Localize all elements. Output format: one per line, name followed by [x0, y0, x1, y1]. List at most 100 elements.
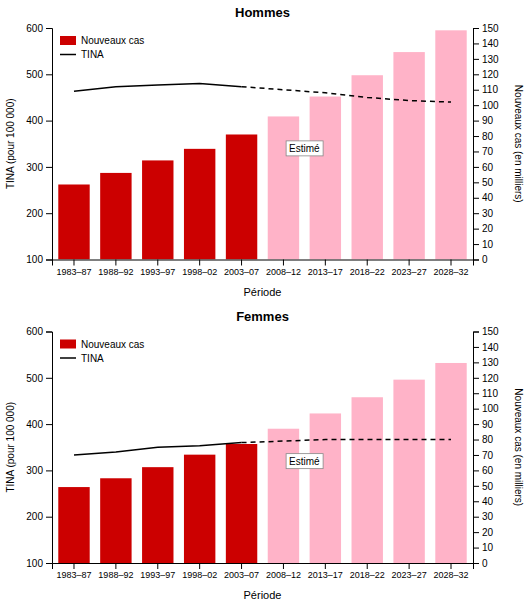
tick-mark: [473, 548, 479, 549]
tick-label: 40: [482, 192, 494, 203]
bar: [226, 134, 257, 259]
tick: 300: [26, 162, 52, 173]
tick: 150: [473, 326, 499, 337]
tick-label: 100: [26, 558, 43, 569]
annotation: Estimé: [286, 141, 323, 156]
tick-label: 500: [26, 373, 43, 384]
tick-label: 2003–07: [224, 267, 259, 277]
tick-mark: [473, 59, 479, 60]
tick: 2023–27: [392, 260, 427, 277]
tick: 40: [473, 192, 494, 203]
tick: 120: [473, 373, 499, 384]
tick-label: 1983–87: [56, 267, 91, 277]
tick-mark: [46, 167, 52, 168]
tick: 50: [473, 177, 494, 188]
tick-mark: [473, 393, 479, 394]
tick-label: 130: [482, 54, 499, 65]
tick-mark: [473, 470, 479, 471]
tick-mark: [46, 213, 52, 214]
x-axis-label: Période: [244, 589, 282, 601]
tick: 30: [473, 208, 494, 219]
tick-mark: [473, 182, 479, 183]
tick-mark: [473, 486, 479, 487]
axis-line: [46, 29, 53, 261]
tick-mark: [473, 409, 479, 410]
tick-label: 1993–97: [140, 267, 175, 277]
tick: 140: [473, 38, 499, 49]
tick-mark: [409, 260, 410, 266]
bar: [310, 97, 341, 260]
tick-label: 2008–12: [266, 267, 301, 277]
tick: 20: [473, 223, 494, 234]
legend-label: Nouveaux cas: [81, 35, 144, 46]
line: [74, 443, 242, 455]
bar: [435, 363, 466, 563]
annotation: Estimé: [286, 454, 323, 469]
bar: [100, 173, 131, 260]
tick-label: 300: [26, 465, 43, 476]
line: [74, 84, 242, 92]
tick-mark: [473, 563, 479, 564]
tick-mark: [473, 136, 479, 137]
tick: 10: [473, 239, 494, 250]
tick: 90: [473, 419, 494, 430]
tick-mark: [283, 563, 284, 569]
tick-label: 80: [482, 131, 494, 142]
tick-label: 50: [482, 177, 494, 188]
tick-label: 1998–02: [182, 267, 217, 277]
x-axis-label: Période: [244, 286, 282, 298]
tick-mark: [241, 260, 242, 266]
tick-mark: [473, 43, 479, 44]
tick-label: 110: [482, 388, 498, 399]
plot: 1983–871988–921993–971998–022003–072008–…: [5, 23, 524, 298]
tick-label: 10: [482, 239, 494, 250]
tick: 2003–07: [224, 563, 259, 580]
legend-swatch: [60, 357, 76, 359]
tick: 70: [473, 450, 494, 461]
y2-axis: 0102030405060708090100110120130140150: [473, 326, 499, 569]
bar: [58, 184, 89, 259]
tick: 2028–32: [433, 260, 468, 277]
tick: 2003–07: [224, 260, 259, 277]
tick: 80: [473, 131, 494, 142]
tick-mark: [157, 260, 158, 266]
line-estimated: [242, 440, 451, 443]
tick-label: 30: [482, 511, 494, 522]
tick-mark: [451, 260, 452, 266]
y2-axis: 0102030405060708090100110120130140150: [473, 23, 499, 266]
tick: 1993–97: [140, 563, 175, 580]
tick-label: 2018–22: [350, 267, 385, 277]
bar: [310, 413, 341, 563]
axis-line: [53, 260, 474, 266]
tick-label: 400: [26, 419, 43, 430]
tick-label: 50: [482, 481, 494, 492]
tick: 30: [473, 511, 494, 522]
tick: 500: [26, 373, 52, 384]
bar: [226, 444, 257, 563]
bar: [100, 478, 131, 563]
tick-mark: [367, 260, 368, 266]
tick-label: 150: [482, 326, 499, 337]
tick-label: 130: [482, 357, 499, 368]
tick: 40: [473, 496, 494, 507]
tick: 2023–27: [392, 563, 427, 580]
tick: 1983–87: [56, 260, 91, 277]
legend-swatch: [60, 36, 76, 45]
tick: 200: [26, 208, 52, 219]
tick-mark: [46, 470, 52, 471]
tick: 70: [473, 146, 494, 157]
bar: [268, 429, 299, 563]
tick-mark: [473, 167, 479, 168]
tick-label: 2008–12: [266, 570, 301, 580]
legend-label: TINA: [81, 49, 104, 60]
tick-mark: [473, 501, 479, 502]
tick-label: 200: [26, 511, 43, 522]
tick-label: 120: [482, 69, 499, 80]
tick-label: 1993–97: [140, 570, 175, 580]
chart: 1983–871988–921993–971998–022003–072008–…: [0, 0, 525, 607]
tick-label: 20: [482, 223, 494, 234]
tick-label: 30: [482, 208, 494, 219]
legend-label: TINA: [81, 353, 104, 364]
bar: [352, 397, 383, 563]
tick: 60: [473, 465, 494, 476]
